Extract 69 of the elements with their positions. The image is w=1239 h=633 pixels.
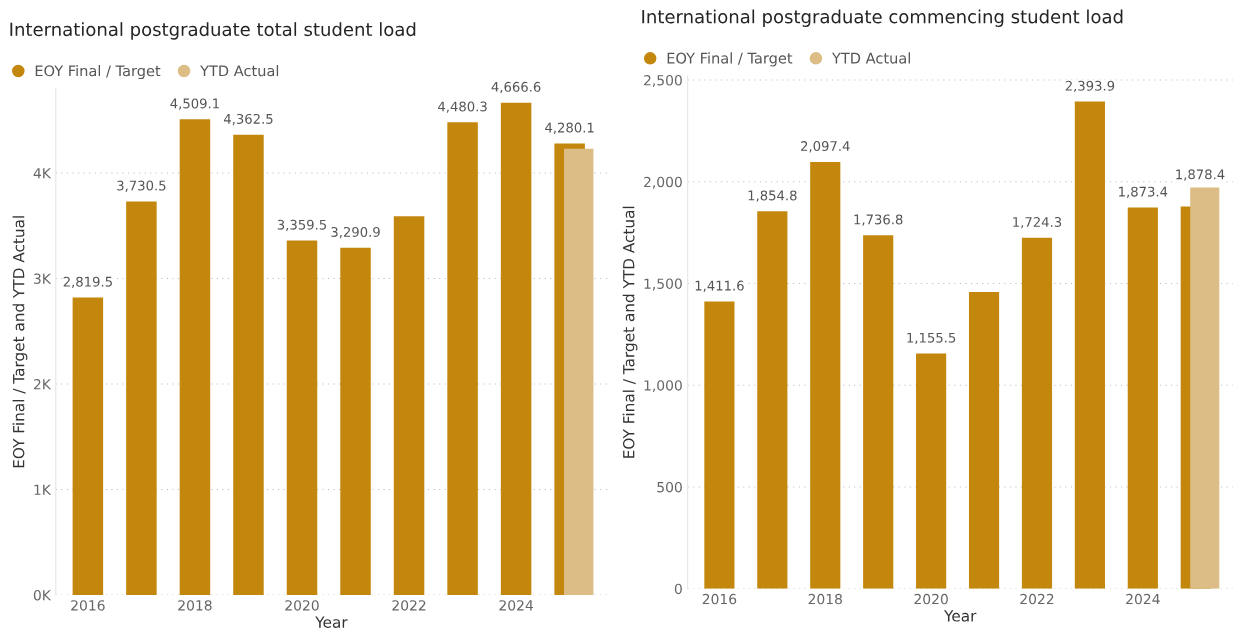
y-tick-label: 1,500 bbox=[644, 278, 682, 291]
y-tick-label: 0 bbox=[674, 583, 682, 595]
x-axis-title: Year bbox=[944, 610, 977, 622]
data-label: 2,393.9 bbox=[1065, 80, 1115, 93]
data-label: 3,290.9 bbox=[331, 226, 380, 239]
y-tick-label: 2K bbox=[33, 378, 52, 390]
bar bbox=[757, 211, 788, 589]
bar bbox=[500, 102, 532, 596]
bar bbox=[1021, 237, 1053, 589]
bar bbox=[1074, 101, 1105, 589]
bar bbox=[863, 235, 894, 589]
data-label: 1,878.4 bbox=[1176, 169, 1225, 181]
bar bbox=[810, 161, 841, 589]
data-label: 2,819.5 bbox=[63, 276, 112, 289]
bar bbox=[447, 122, 478, 596]
data-label: 1,873.4 bbox=[1119, 186, 1168, 198]
y-tick-label: 0K bbox=[33, 589, 52, 601]
y-tick-label: 2,500 bbox=[644, 75, 682, 87]
data-label: 2,097.4 bbox=[801, 141, 850, 153]
y-tick-label: 500 bbox=[657, 481, 682, 493]
data-label: 1,854.8 bbox=[748, 190, 797, 202]
bar bbox=[564, 148, 594, 596]
legend-label: YTD Actual bbox=[200, 65, 279, 77]
bar bbox=[968, 292, 1000, 589]
bar bbox=[1190, 187, 1220, 589]
legend-label: YTD Actual bbox=[831, 52, 910, 64]
data-label: 3,730.5 bbox=[117, 180, 166, 192]
x-tick-label: 2016 bbox=[71, 600, 105, 611]
bar bbox=[393, 216, 425, 596]
data-label: 3,359.5 bbox=[277, 219, 327, 232]
x-axis-title: Year bbox=[315, 616, 348, 628]
bar bbox=[286, 240, 318, 596]
y-axis-title: EOY Final / Target and YTD Actual bbox=[12, 216, 28, 468]
data-label: 4,362.5 bbox=[223, 113, 273, 126]
x-tick-label: 2018 bbox=[808, 593, 842, 605]
y-axis-title: EOY Final / Target and YTD Actual bbox=[622, 206, 638, 458]
bar bbox=[179, 119, 211, 596]
y-tick-label: 2,000 bbox=[644, 176, 682, 189]
bar bbox=[1127, 207, 1158, 589]
y-tick-label: 1,000 bbox=[644, 380, 682, 393]
data-label: 1,155.5 bbox=[907, 332, 956, 345]
y-tick-label: 4K bbox=[33, 168, 52, 179]
bar bbox=[126, 201, 157, 596]
x-tick-label: 2024 bbox=[1126, 593, 1160, 605]
y-tick-label: 1K bbox=[34, 484, 52, 495]
bar bbox=[340, 247, 371, 596]
bar bbox=[72, 297, 104, 596]
x-tick-label: 2020 bbox=[285, 600, 319, 611]
x-tick-label: 2020 bbox=[914, 593, 948, 605]
x-tick-label: 2022 bbox=[392, 600, 426, 611]
bar bbox=[233, 134, 264, 596]
data-label: 4,480.3 bbox=[438, 101, 487, 113]
data-label: 1,411.6 bbox=[695, 280, 744, 292]
legend-label: EOY Final / Target bbox=[35, 65, 161, 80]
bar bbox=[704, 301, 735, 589]
data-label: 4,509.1 bbox=[170, 98, 219, 110]
bar bbox=[916, 353, 947, 589]
data-label: 1,724.3 bbox=[1013, 216, 1062, 229]
x-tick-label: 2024 bbox=[499, 600, 533, 611]
chart-title: International postgraduate commencing student load bbox=[642, 9, 1123, 27]
y-tick-label: 3K bbox=[34, 273, 52, 284]
chart-title: International postgraduate total student load bbox=[10, 22, 416, 40]
legend-label: EOY Final / Target bbox=[667, 52, 793, 67]
data-label: 4,666.6 bbox=[491, 81, 541, 94]
x-tick-label: 2022 bbox=[1020, 593, 1054, 605]
data-label: 1,736.8 bbox=[854, 214, 903, 226]
x-tick-label: 2016 bbox=[702, 593, 737, 605]
x-tick-label: 2018 bbox=[178, 600, 212, 611]
data-label: 4,280.1 bbox=[545, 122, 594, 134]
